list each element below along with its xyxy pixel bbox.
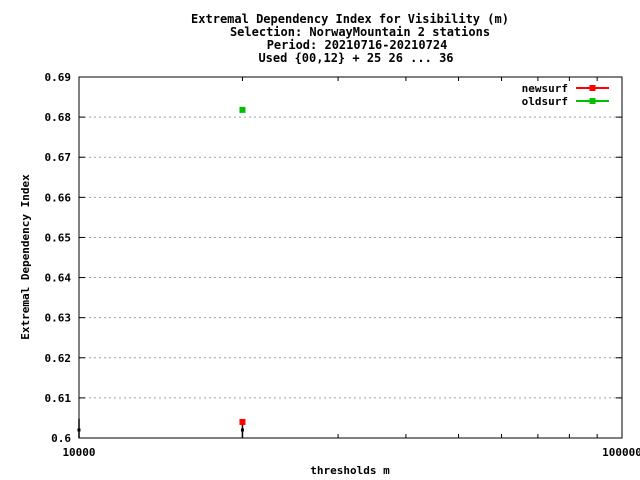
x-tick-label: 100000 xyxy=(602,446,640,459)
y-tick-label: 0.68 xyxy=(45,111,72,124)
title-line-3: Period: 20210716-20210724 xyxy=(267,38,448,52)
chart-title: Extremal Dependency Index for Visibility… xyxy=(191,12,509,65)
title-line-1: Extremal Dependency Index for Visibility… xyxy=(191,12,509,26)
title-line-2: Selection: NorwayMountain 2 stations xyxy=(230,25,490,39)
y-tick-label: 0.67 xyxy=(45,151,72,164)
tick-labels: 0.6 0.61 0.62 0.63 0.64 0.65 0.66 0.67 0.68 0.69 1… xyxy=(45,71,640,459)
axis-ticks xyxy=(78,76,623,439)
x-axis-label: thresholds m xyxy=(310,464,390,477)
y-tick-label: 0.6 xyxy=(51,432,71,445)
error-bars xyxy=(77,418,244,438)
y-tick-label: 0.61 xyxy=(45,392,72,405)
x-tick-label: 10000 xyxy=(62,446,95,459)
plot-frame xyxy=(78,76,623,439)
legend-label-newsurf: newsurf xyxy=(522,82,568,95)
newsurf-point xyxy=(239,418,246,425)
data-series xyxy=(239,106,246,425)
y-tick-label: 0.64 xyxy=(45,272,72,285)
y-tick-label: 0.63 xyxy=(45,312,72,325)
y-tick-label: 0.62 xyxy=(45,352,72,365)
y-tick-label: 0.69 xyxy=(45,71,72,84)
oldsurf-point xyxy=(239,106,246,113)
y-axis-label: Extremal Dependency Index xyxy=(19,174,32,340)
error-bar-marker xyxy=(77,428,81,432)
error-bar-marker xyxy=(240,428,244,432)
y-tick-label: 0.65 xyxy=(45,231,72,244)
legend-label-oldsurf: oldsurf xyxy=(522,95,568,108)
legend-marker-newsurf xyxy=(589,85,596,91)
y-tick-label: 0.66 xyxy=(45,191,72,204)
legend-marker-oldsurf xyxy=(589,98,596,104)
title-line-4: Used {00,12} + 25 26 ... 36 xyxy=(258,51,453,65)
grid-lines xyxy=(79,116,622,399)
